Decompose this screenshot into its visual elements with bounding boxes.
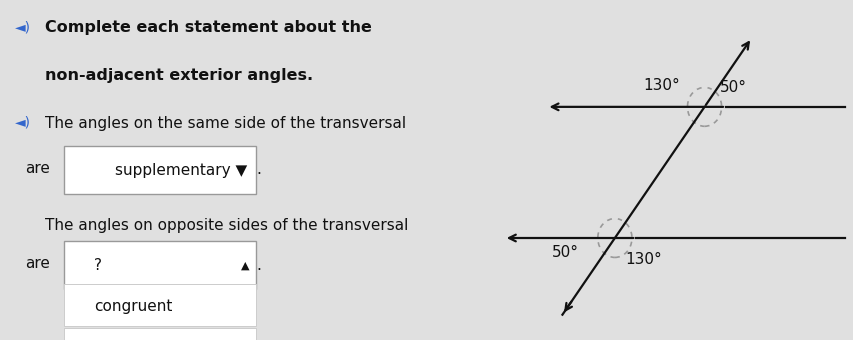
Text: supplementary ▼: supplementary ▼ [115, 163, 247, 177]
Text: ▲: ▲ [241, 260, 249, 270]
Text: Complete each statement about the: Complete each statement about the [45, 20, 371, 35]
Text: ◄): ◄) [15, 116, 31, 130]
Text: The angles on the same side of the transversal: The angles on the same side of the trans… [45, 116, 405, 131]
Text: non-adjacent exterior angles.: non-adjacent exterior angles. [45, 68, 312, 83]
Text: are: are [26, 161, 50, 176]
Text: 130°: 130° [642, 78, 680, 93]
Text: are: are [26, 256, 50, 271]
Text: 130°: 130° [624, 252, 662, 267]
FancyBboxPatch shape [64, 241, 256, 289]
Text: ◄): ◄) [15, 20, 31, 34]
FancyBboxPatch shape [64, 284, 256, 326]
Text: .: . [256, 258, 261, 273]
FancyBboxPatch shape [64, 146, 256, 194]
Text: ?: ? [94, 258, 102, 273]
FancyBboxPatch shape [64, 328, 256, 340]
Text: .: . [256, 163, 261, 177]
Text: congruent: congruent [94, 299, 172, 313]
Text: 50°: 50° [718, 80, 746, 95]
Text: 50°: 50° [551, 245, 578, 260]
Text: The angles on opposite sides of the transversal: The angles on opposite sides of the tran… [45, 218, 408, 233]
